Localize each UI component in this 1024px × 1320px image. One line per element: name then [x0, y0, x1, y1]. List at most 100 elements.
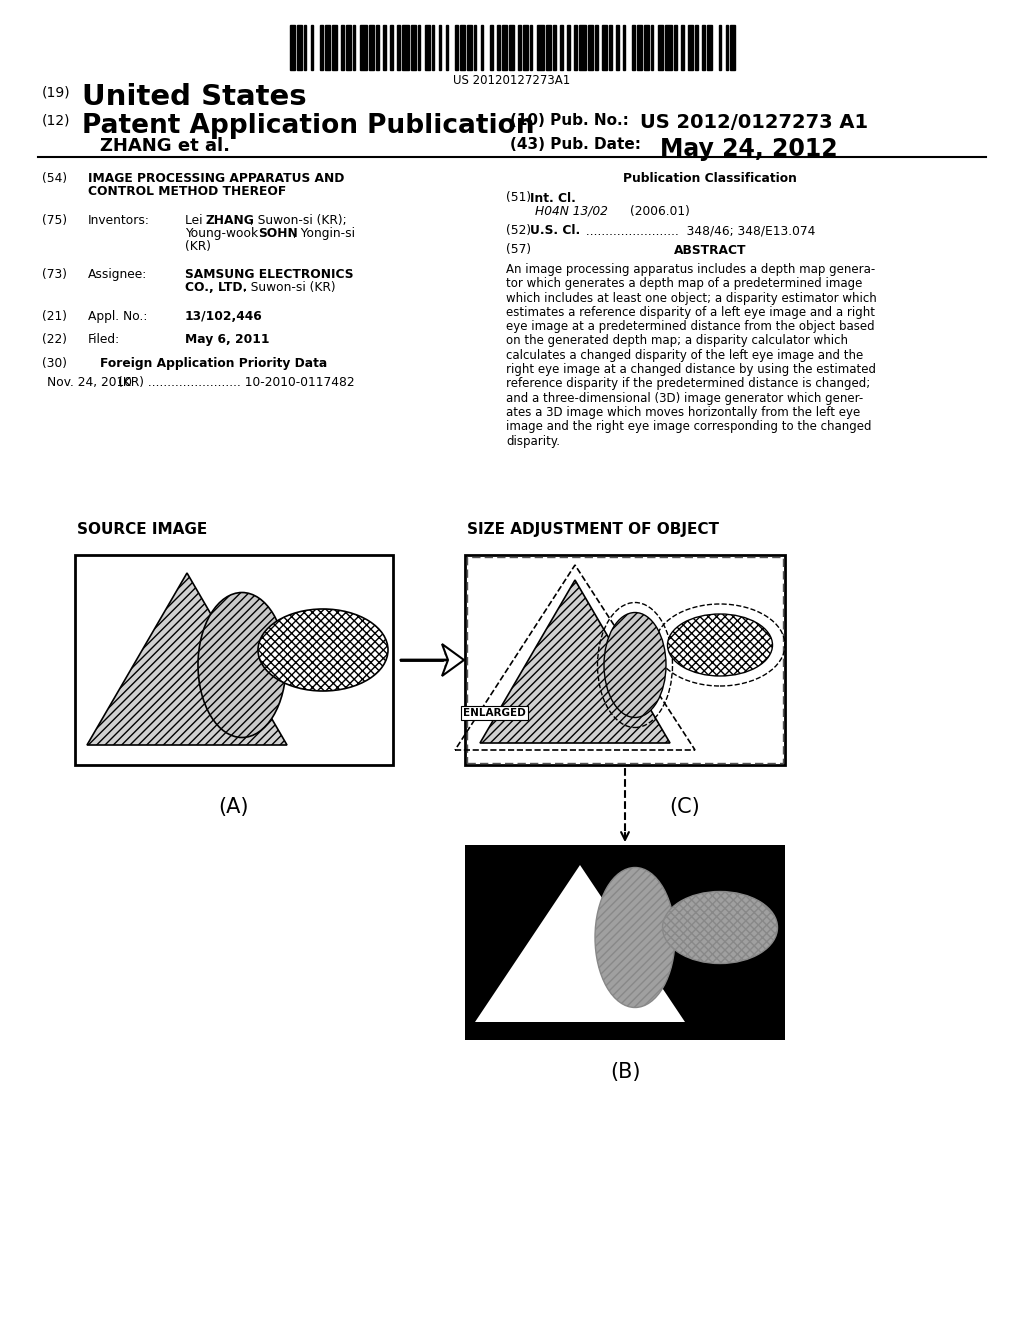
Polygon shape	[480, 579, 670, 743]
Text: ABSTRACT: ABSTRACT	[674, 243, 746, 256]
Bar	[439, 25, 441, 70]
Bar	[553, 25, 556, 70]
Bar	[346, 25, 350, 70]
Bar	[75, 554, 393, 766]
Text: eye image at a predetermined distance from the object based: eye image at a predetermined distance fr…	[506, 321, 874, 333]
Bar	[401, 25, 409, 70]
Text: (75): (75)	[42, 214, 68, 227]
Bar	[490, 25, 493, 70]
Bar	[325, 25, 330, 70]
Text: disparity.: disparity.	[506, 434, 560, 447]
Text: Patent Application Publication: Patent Application Publication	[82, 114, 535, 139]
Text: (12): (12)	[42, 114, 71, 127]
Text: (73): (73)	[42, 268, 67, 281]
Bar	[432, 25, 434, 70]
Bar	[624, 25, 626, 70]
Text: SAMSUNG ELECTRONICS: SAMSUNG ELECTRONICS	[185, 268, 353, 281]
Text: (54): (54)	[42, 172, 68, 185]
Text: (KR): (KR)	[185, 240, 211, 252]
Text: United States: United States	[82, 83, 306, 111]
Text: US 20120127273A1: US 20120127273A1	[454, 74, 570, 87]
Bar	[390, 25, 392, 70]
Text: ENLARGED: ENLARGED	[463, 708, 525, 718]
Text: (30): (30)	[42, 356, 67, 370]
Text: right eye image at a changed distance by using the estimated: right eye image at a changed distance by…	[506, 363, 876, 376]
Ellipse shape	[604, 612, 666, 718]
Text: U.S. Cl.: U.S. Cl.	[530, 224, 581, 238]
Bar	[730, 25, 735, 70]
Bar	[341, 25, 344, 70]
Bar	[616, 25, 618, 70]
Text: estimates a reference disparity of a left eye image and a right: estimates a reference disparity of a lef…	[506, 306, 874, 319]
Text: reference disparity if the predetermined distance is changed;: reference disparity if the predetermined…	[506, 378, 870, 391]
Bar	[695, 25, 697, 70]
Text: which includes at least one object; a disparity estimator which: which includes at least one object; a di…	[506, 292, 877, 305]
Bar	[537, 25, 544, 70]
Text: (10) Pub. No.:: (10) Pub. No.:	[510, 114, 629, 128]
Bar	[509, 25, 514, 70]
Text: (22): (22)	[42, 333, 67, 346]
Text: (52): (52)	[506, 224, 531, 238]
Text: (2006.01): (2006.01)	[630, 205, 690, 218]
Text: Inventors:: Inventors:	[88, 214, 150, 227]
Bar	[370, 25, 374, 70]
Bar	[567, 25, 569, 70]
Bar	[502, 25, 507, 70]
Polygon shape	[475, 865, 685, 1022]
Bar	[481, 25, 483, 70]
Bar	[688, 25, 693, 70]
Text: on the generated depth map; a disparity calculator which: on the generated depth map; a disparity …	[506, 334, 848, 347]
Text: (A): (A)	[219, 797, 249, 817]
Bar	[456, 25, 458, 70]
Bar	[460, 25, 465, 70]
Text: May 24, 2012: May 24, 2012	[660, 137, 838, 161]
Bar	[633, 25, 635, 70]
Polygon shape	[87, 573, 287, 744]
Bar	[702, 25, 705, 70]
Bar	[498, 25, 500, 70]
Bar	[332, 25, 337, 70]
Text: (57): (57)	[506, 243, 531, 256]
Text: SIZE ADJUSTMENT OF OBJECT: SIZE ADJUSTMENT OF OBJECT	[467, 521, 719, 537]
Text: (21): (21)	[42, 310, 67, 323]
Bar	[523, 25, 527, 70]
Bar	[376, 25, 379, 70]
Bar	[560, 25, 562, 70]
Text: Foreign Application Priority Data: Foreign Application Priority Data	[100, 356, 328, 370]
Text: REDUCED: REDUCED	[692, 638, 748, 648]
Ellipse shape	[595, 867, 675, 1007]
Bar	[383, 25, 385, 70]
Bar	[595, 25, 598, 70]
Bar	[465, 554, 785, 766]
Bar	[425, 25, 430, 70]
Bar	[574, 25, 577, 70]
Text: CONTROL METHOD THEREOF: CONTROL METHOD THEREOF	[88, 185, 287, 198]
Text: , Suwon-si (KR);: , Suwon-si (KR);	[250, 214, 347, 227]
Bar	[637, 25, 642, 70]
Text: Lei: Lei	[185, 214, 207, 227]
Text: Appl. No.:: Appl. No.:	[88, 310, 147, 323]
Bar	[397, 25, 399, 70]
Ellipse shape	[663, 891, 777, 964]
Bar	[518, 25, 520, 70]
Bar	[446, 25, 449, 70]
Text: An image processing apparatus includes a depth map genera-: An image processing apparatus includes a…	[506, 263, 876, 276]
Text: Young-wook: Young-wook	[185, 227, 262, 240]
Text: Filed:: Filed:	[88, 333, 120, 346]
Polygon shape	[442, 644, 464, 676]
Bar	[467, 557, 783, 763]
Text: 13/102,446: 13/102,446	[185, 310, 263, 323]
Bar	[412, 25, 416, 70]
Bar	[658, 25, 663, 70]
Text: (19): (19)	[42, 84, 71, 99]
Text: (51): (51)	[506, 191, 531, 205]
Text: Nov. 24, 2010: Nov. 24, 2010	[47, 376, 132, 389]
Bar	[467, 25, 472, 70]
Text: Int. Cl.: Int. Cl.	[530, 191, 575, 205]
Bar	[644, 25, 649, 70]
Text: Assignee:: Assignee:	[88, 268, 147, 281]
Bar	[609, 25, 611, 70]
Bar	[666, 25, 672, 70]
Text: (KR) ........................ 10-2010-0117482: (KR) ........................ 10-2010-01…	[118, 376, 354, 389]
Ellipse shape	[198, 593, 286, 738]
